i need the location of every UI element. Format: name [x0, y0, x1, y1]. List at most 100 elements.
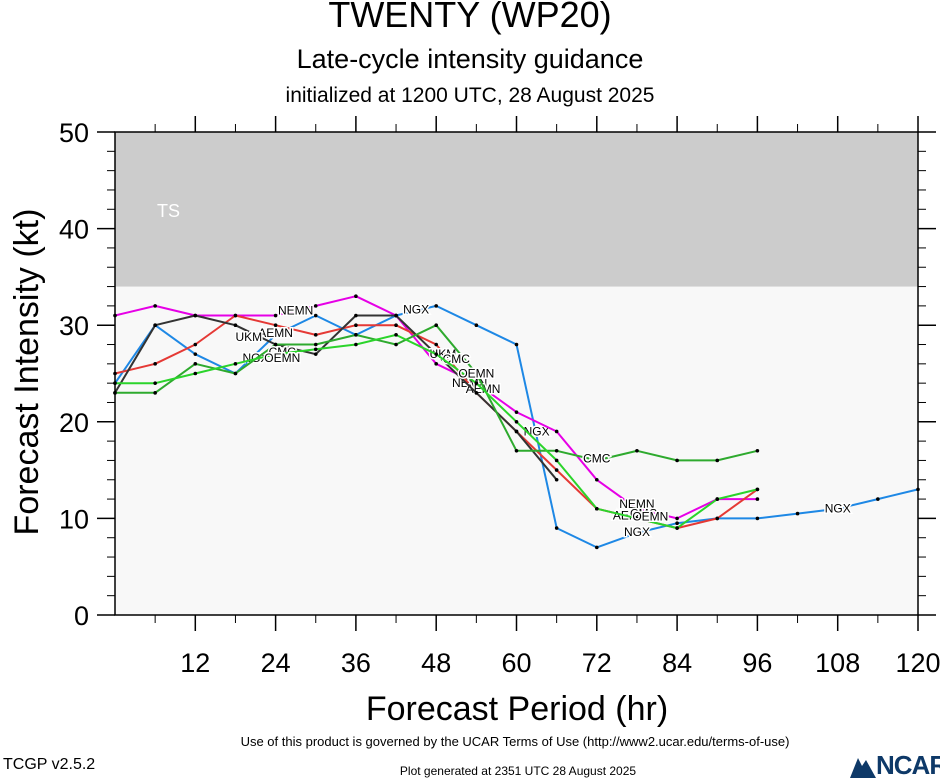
band-ts	[115, 132, 918, 287]
series-label-cmc: CMC	[443, 352, 471, 366]
terms-of-use: Use of this product is governed by the U…	[240, 734, 790, 749]
data-point-aemn	[313, 333, 318, 337]
data-point-oemn	[595, 506, 599, 511]
ncar-logo: NCAR	[848, 750, 940, 780]
data-point-cmc	[675, 458, 679, 463]
data-point-cmc	[554, 448, 559, 453]
data-point-aemn	[153, 362, 157, 366]
data-point-aemn	[193, 342, 198, 347]
data-point-cmc	[153, 391, 157, 395]
series-oemn: OEMN OEMN OEMN	[113, 333, 760, 530]
initialization-time: initialized at 1200 UTC, 28 August 2025	[285, 84, 655, 107]
x-tick-label: 84	[662, 648, 692, 678]
data-point-cmc	[193, 362, 198, 366]
y-tick-label: 10	[59, 504, 89, 534]
data-point-nemn	[755, 497, 760, 501]
data-point-aemn	[233, 313, 238, 318]
series-label-nemn: NEMN	[619, 497, 654, 511]
series-label-nemn: NEMN	[278, 304, 313, 318]
data-point-cmc	[595, 458, 599, 463]
data-point-ukm	[193, 313, 198, 318]
series-label-ngx: NGX	[624, 525, 650, 539]
data-point-cmc	[434, 323, 439, 328]
data-point-oemn	[313, 347, 318, 352]
data-point-oemn	[635, 516, 639, 521]
data-point-ukm	[233, 323, 238, 328]
x-tick-label: 108	[815, 648, 860, 678]
data-point-ukm	[394, 313, 398, 318]
x-axis-label: Forecast Period (hr)	[366, 690, 668, 728]
x-tick-label: 36	[341, 648, 371, 678]
data-point-nemn	[554, 429, 559, 434]
data-point-ukm	[313, 352, 318, 356]
series-label-oemn: OEMN	[632, 509, 668, 523]
series-label-ukm: UKM	[235, 330, 262, 344]
data-point-nemn	[434, 362, 439, 366]
data-point-ngx	[193, 352, 198, 356]
data-point-oemn	[233, 362, 238, 366]
data-point-nemn	[354, 294, 358, 299]
data-point-ngx	[755, 516, 760, 521]
data-point-ngx	[835, 506, 840, 511]
series-label-oemn: OEMN	[458, 367, 494, 381]
data-point-cmc	[233, 371, 238, 376]
data-point-ngx	[474, 323, 479, 328]
data-point-oemn	[434, 352, 439, 356]
ncar-logo-icon	[850, 758, 876, 778]
data-point-ngx	[514, 342, 519, 347]
data-point-aemn	[394, 323, 398, 328]
series-label-aemn: AEMN	[258, 326, 293, 340]
data-point-ngx	[876, 497, 880, 501]
data-point-cmc	[273, 342, 278, 347]
x-tick-label: 72	[582, 648, 612, 678]
y-axis-label: Forecast Intensity (kt)	[8, 209, 46, 536]
band-label-ts: TS	[157, 201, 180, 221]
data-point-ukm	[554, 477, 559, 482]
series-label-cmc: CMC	[583, 452, 611, 466]
y-tick-label: 30	[59, 311, 89, 341]
x-tick-label: 96	[742, 648, 772, 678]
data-point-ukm	[153, 323, 157, 328]
data-point-aemn	[273, 323, 278, 328]
series-label-ngx: NGX	[825, 502, 851, 516]
data-point-ngx	[313, 313, 318, 318]
series-layer: NGXNGXNGXNGXNGXNEMNNEMNNEMNAEMNAEMNAEMNU…	[113, 294, 920, 550]
data-point-oemn	[755, 487, 760, 492]
data-point-ngx	[795, 511, 800, 516]
y-tick-label: 50	[59, 118, 89, 148]
x-tick-label: 24	[261, 648, 291, 678]
x-tick-label: 120	[895, 648, 940, 678]
data-point-cmc	[715, 458, 720, 463]
data-point-ukm	[514, 429, 519, 434]
series-ukm: UKM UKM	[113, 313, 559, 482]
intensity-bands: TS	[115, 132, 918, 287]
data-point-nemn	[635, 506, 639, 511]
data-point-aemn	[715, 516, 720, 521]
data-point-nemn	[153, 304, 157, 308]
ncar-logo-text: NCAR	[876, 750, 940, 780]
data-point-ngx	[554, 526, 559, 530]
data-point-cmc	[755, 448, 760, 453]
x-tick-label: 60	[501, 648, 531, 678]
data-point-ngx	[595, 545, 599, 550]
data-point-oemn	[153, 381, 157, 385]
version-label: TCGP v2.5.2	[3, 756, 96, 773]
data-point-ngx	[675, 521, 679, 526]
data-point-ngx	[434, 304, 439, 308]
data-point-cmc	[635, 448, 639, 453]
data-point-cmc	[354, 333, 358, 337]
data-point-cmc	[313, 342, 318, 347]
data-point-ukm	[354, 313, 358, 318]
data-point-nemn	[273, 313, 278, 318]
data-point-cmc	[394, 342, 398, 347]
data-point-oemn	[715, 497, 720, 501]
data-point-oemn	[354, 342, 358, 347]
chart-title: TWENTY (WP20)	[328, 0, 612, 35]
y-tick-label: 40	[59, 215, 89, 245]
series-label-cmc: CMC	[269, 345, 297, 359]
data-point-ukm	[474, 391, 479, 395]
data-point-oemn	[514, 420, 519, 424]
axes-layer: 0 10 20 30 40 50 12 24 36 48 60 72 84 96 108 120	[59, 116, 940, 678]
y-tick-label: 20	[59, 408, 89, 438]
